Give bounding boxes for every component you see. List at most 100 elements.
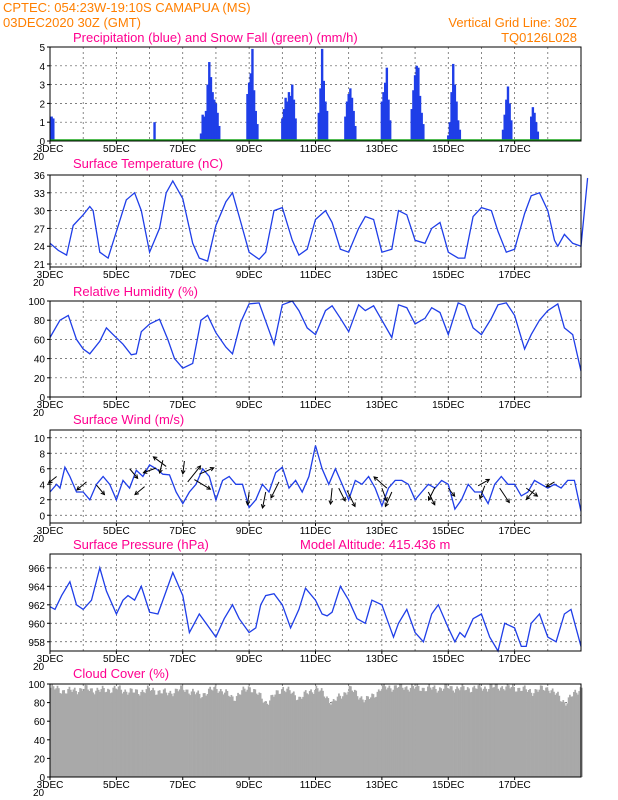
precip-bar: [345, 101, 349, 141]
cloud-cover-bar: [95, 690, 97, 777]
cloud-cover-bar: [501, 686, 504, 777]
precip-bar: [410, 109, 413, 141]
wind-vector-head: [383, 496, 388, 502]
cloud-cover-bar: [420, 691, 423, 777]
cloud-cover-bar: [284, 692, 287, 777]
cloud-cover-bar: [185, 689, 188, 777]
wind-vector-head: [545, 483, 551, 488]
precip-bar: [324, 101, 327, 141]
y-tick-label: 36: [34, 171, 46, 182]
cloud-cover-bar: [465, 689, 468, 777]
wind-vector-shaft: [194, 479, 211, 490]
cloud-cover-bar: [541, 685, 543, 777]
cloud-cover-bar: [235, 696, 238, 777]
cloud-cover-bar: [176, 688, 178, 777]
x-tick-label: 11DEC: [300, 400, 332, 411]
cloud-cover-bar: [89, 688, 92, 777]
cloud-cover-bar: [60, 693, 63, 777]
cloud-cover-bar: [209, 686, 212, 777]
cloud-cover-bar: [111, 692, 113, 777]
x-tick-label: 3DEC: [37, 144, 64, 155]
x-tick-label: 9DEC: [236, 270, 263, 281]
cloud-cover-bar: [521, 690, 523, 777]
cloud-cover-bar: [271, 694, 274, 777]
cloud-cover-bar: [566, 703, 569, 777]
cloud-cover-bar: [444, 684, 446, 777]
cloud-cover-bar: [481, 690, 484, 777]
cloud-cover-bar: [255, 693, 258, 777]
x-tick-label: 3DEC: [37, 654, 64, 665]
cloud-cover-bar: [63, 690, 66, 777]
cloud-cover-bar: [286, 688, 289, 777]
precip-bar: [417, 67, 420, 141]
cloud-cover-bar: [461, 684, 464, 777]
cloud-cover-bar: [59, 693, 62, 777]
cloud-cover-bar: [161, 693, 164, 777]
cloud-cover-bar: [253, 688, 255, 777]
cloud-cover-bar: [509, 688, 512, 777]
x-tick-label: 17DEC: [499, 270, 531, 281]
cloud-cover-bar: [515, 691, 518, 777]
x-tick-label: 5DEC: [103, 654, 130, 665]
cloud-cover-bar: [231, 696, 234, 777]
cloud-cover-bar: [427, 686, 429, 777]
cloud-cover-bar: [108, 689, 111, 777]
cloud-cover-bar: [573, 691, 575, 777]
wind-vector-head: [478, 494, 484, 500]
cloud-cover-bar: [123, 691, 125, 777]
precip-bar: [412, 90, 415, 141]
cloud-cover-bar: [433, 685, 436, 777]
x-tick-label: 11DEC: [300, 270, 332, 281]
wind-vector-shaft: [479, 485, 486, 499]
precip-bar: [218, 125, 221, 141]
cloud-cover-bar: [348, 685, 351, 777]
x-tick-label: 13DEC: [366, 654, 398, 665]
cloud-cover-bar: [230, 694, 233, 777]
wind-vector: [270, 481, 280, 499]
cloud-cover-bar: [164, 688, 166, 777]
cloud-cover-bar: [405, 686, 408, 777]
cloud-cover-bar: [497, 688, 500, 777]
cloud-cover-bar: [562, 700, 565, 777]
cloud-cover-bar: [211, 690, 214, 777]
wind-vector-shaft: [129, 468, 139, 479]
cloud-cover-bar: [350, 686, 352, 777]
cloud-cover-bar: [239, 694, 242, 777]
cloud-cover-bar: [578, 691, 581, 777]
cloud-cover-bar: [296, 699, 299, 777]
wind-vector-head: [180, 469, 186, 475]
cloud-cover-bar: [581, 687, 583, 777]
wind-vector-head: [505, 498, 510, 504]
cloud-cover-bar: [396, 688, 399, 777]
x-tick-label: 13DEC: [366, 144, 398, 155]
cloud-cover-bar: [400, 684, 403, 777]
x-tick-label: 9DEC: [236, 654, 263, 665]
cloud-cover-bar: [64, 693, 67, 777]
cloud-cover-bar: [502, 689, 505, 777]
cloud-cover-bar: [52, 686, 55, 777]
cloud-cover-bar: [145, 689, 148, 777]
y-tick-label: 4: [39, 480, 45, 491]
cloud-cover-bar: [518, 687, 521, 777]
cloud-cover-bar: [275, 690, 278, 777]
precip-bar: [388, 120, 392, 141]
grid-line-header: Vertical Grid Line: 30Z: [448, 15, 577, 30]
x-tick-label: 17DEC: [499, 654, 531, 665]
cloud-cover-bar: [288, 690, 291, 777]
cloud-cover-bar: [261, 698, 263, 777]
precip-bar: [352, 110, 355, 141]
cloud-cover-bar: [247, 686, 250, 777]
cloud-cover-bar: [519, 690, 522, 777]
cloud-cover-bar: [300, 698, 303, 777]
cloud-cover-bar: [506, 684, 509, 777]
wind-vector-head: [134, 490, 140, 496]
precip-bar: [209, 77, 213, 141]
wind-vector: [76, 481, 87, 491]
cloud-cover-bar: [554, 694, 557, 777]
wind-vector-shaft: [153, 456, 167, 467]
cloud-cover-bar: [498, 690, 501, 777]
y-tick-label: 40: [34, 355, 46, 366]
wind-vector-head: [384, 502, 389, 508]
panel-5: 958 960 962 964 966 3DEC 5DEC 7DEC 9DEC 11DEC 13DE…: [28, 537, 582, 673]
